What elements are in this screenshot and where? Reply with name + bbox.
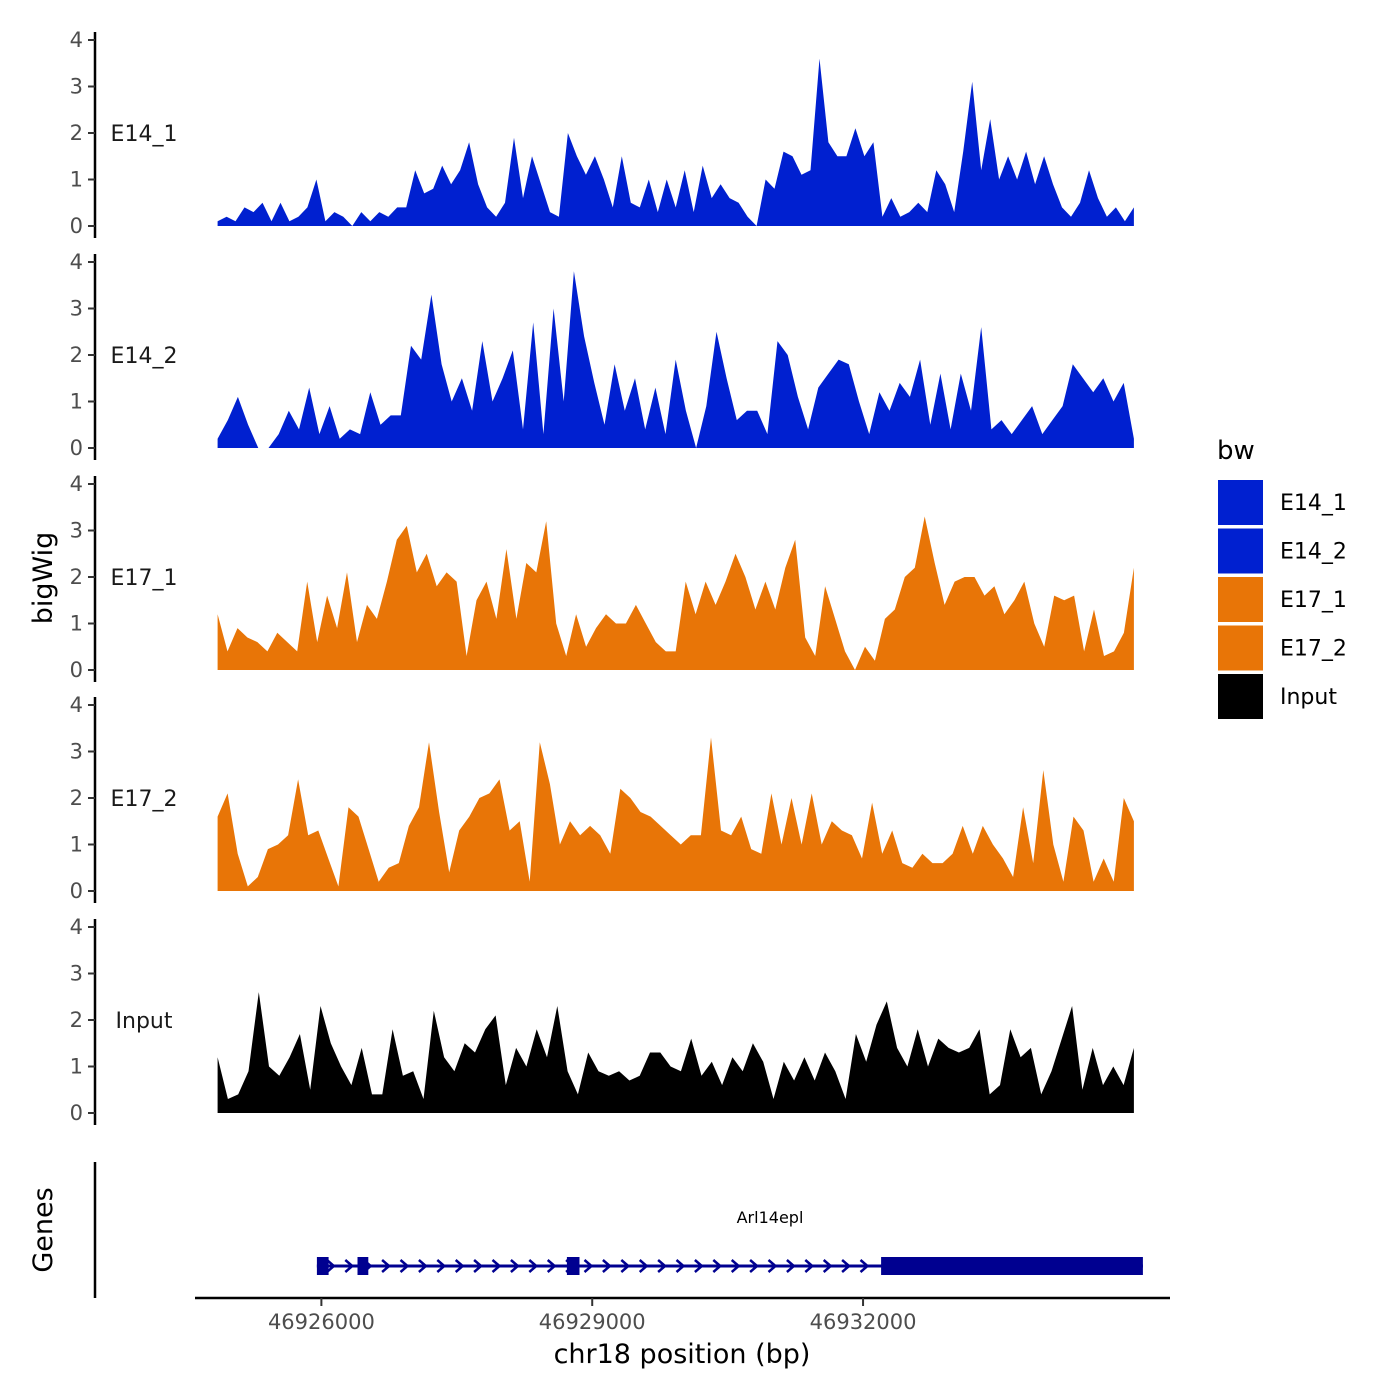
y-tick-label-e17-2-1: 1	[70, 833, 83, 857]
gene-strand-arrow-21	[712, 1259, 723, 1273]
y-tick-label-e17-2-3: 3	[70, 740, 83, 764]
y-tick-label-input-4: 4	[70, 915, 83, 939]
gene-strand-arrow-20	[694, 1259, 704, 1273]
gene-exon-3	[881, 1257, 1143, 1275]
legend-label-e17-2: E17_2	[1280, 637, 1347, 662]
gene-exon-1	[357, 1257, 369, 1275]
gene-strand-arrow-3	[381, 1259, 392, 1273]
gene-strand-arrow-23	[749, 1259, 760, 1273]
gene-strand-arrow-14	[583, 1259, 594, 1273]
y-tick-label-e14-1-3: 3	[70, 75, 83, 99]
legend: bw E14_1 E14_2 E17_1 E17_2 Input	[1217, 436, 1347, 719]
y-tick-label-e17-1-1: 1	[70, 612, 83, 636]
legend-title: bw	[1217, 436, 1255, 466]
x-axis-title: chr18 position (bp)	[554, 1339, 811, 1370]
gene-strand-arrow-11	[528, 1259, 539, 1273]
genes-panel-title: Genes	[28, 1187, 59, 1272]
track-input: 0 1 2 3 4 Input	[70, 915, 1134, 1125]
track-e17-1: 0 1 2 3 4 E17_1	[70, 472, 1134, 682]
gene-strand-arrow-27	[822, 1259, 833, 1273]
gene-strand-arrow-16	[620, 1259, 631, 1273]
gene-strand-arrow-8	[473, 1259, 484, 1273]
gene-strand-arrow-1	[344, 1259, 355, 1273]
y-axis-title: bigWig	[28, 532, 59, 625]
y-tick-label-e14-2-3: 3	[70, 297, 83, 321]
gene-name-label: Arl14epl	[737, 1208, 804, 1227]
y-tick-label-e14-1-0: 0	[70, 214, 83, 238]
track-label-e14-1: E14_1	[111, 122, 178, 147]
signal-area-e14-2	[217, 271, 1134, 448]
track-label-e14-2: E14_2	[111, 344, 178, 369]
y-tick-label-input-3: 3	[70, 962, 83, 986]
y-tick-label-e14-2-0: 0	[70, 436, 83, 460]
y-tick-label-e14-1-2: 2	[70, 121, 83, 145]
track-label-e17-1: E17_1	[111, 566, 178, 591]
gene-strand-arrow-10	[510, 1259, 520, 1273]
bigwig-tracks: 0 1 2 3 4 E14_1 0 1 2 3 4 E14_2 0 1 2 3 4 E17_1 0 1 2 3 4 E17_2…	[70, 28, 1134, 1125]
legend-swatch-e17-2	[1218, 625, 1263, 671]
gene-strand-arrow-7	[454, 1259, 465, 1273]
legend-swatch-e17-1	[1218, 577, 1263, 622]
gene-exon-2	[566, 1257, 580, 1275]
y-tick-label-e17-1-2: 2	[70, 565, 83, 589]
track-e14-2: 0 1 2 3 4 E14_2	[70, 250, 1134, 460]
signal-area-e14-1	[217, 58, 1134, 226]
gene-strand-arrow-6	[436, 1259, 447, 1273]
gene-strand-arrow-17	[638, 1259, 649, 1273]
y-tick-label-e17-2-4: 4	[70, 693, 83, 717]
y-tick-label-e14-2-1: 1	[70, 390, 83, 414]
gene-strand-arrow-29	[859, 1259, 870, 1273]
signal-area-input	[217, 992, 1134, 1113]
y-tick-label-e17-2-2: 2	[70, 786, 83, 810]
legend-swatch-e14-2	[1218, 528, 1263, 574]
gene-strand-arrow-4	[399, 1259, 410, 1273]
gene-strand-arrow-9	[491, 1259, 502, 1273]
y-tick-label-e17-1-0: 0	[70, 658, 83, 682]
y-tick-label-input-2: 2	[70, 1008, 83, 1032]
y-tick-label-input-0: 0	[70, 1101, 83, 1125]
gene-strand-arrow-15	[602, 1259, 612, 1273]
gene-exon-0	[316, 1257, 329, 1275]
gene-strand-arrow-12	[546, 1259, 557, 1273]
gene-strand-arrow-18	[657, 1259, 668, 1273]
y-tick-label-e14-1-1: 1	[70, 168, 83, 192]
legend-swatch-input	[1218, 674, 1263, 719]
signal-area-e17-1	[217, 516, 1134, 670]
legend-swatch-e14-1	[1218, 480, 1263, 525]
y-tick-label-input-1: 1	[70, 1055, 83, 1079]
y-tick-label-e17-1-3: 3	[70, 519, 83, 543]
y-tick-label-e17-2-0: 0	[70, 879, 83, 903]
track-e17-2: 0 1 2 3 4 E17_2	[70, 693, 1134, 903]
genes-panel: Genes Arl14epl	[28, 1162, 1143, 1298]
gene-strand-arrow-5	[418, 1259, 428, 1273]
y-tick-label-e14-1-4: 4	[70, 28, 83, 52]
legend-label-input: Input	[1280, 685, 1337, 710]
gene-strand-arrow-25	[786, 1259, 796, 1273]
y-tick-label-e17-1-4: 4	[70, 472, 83, 496]
y-tick-label-e14-2-2: 2	[70, 343, 83, 367]
gene-strand-arrow-22	[730, 1259, 741, 1273]
gene-strand-arrow-19	[675, 1259, 686, 1273]
x-tick-label-2: 46932000	[810, 1310, 917, 1334]
gene-strand-arrow-0	[326, 1259, 336, 1273]
y-tick-label-e14-2-4: 4	[70, 250, 83, 274]
signal-area-e17-2	[217, 737, 1134, 891]
gene-strand-arrow-24	[767, 1259, 778, 1273]
track-label-input: Input	[116, 1009, 173, 1034]
gene-strand-arrow-28	[841, 1259, 852, 1273]
x-axis: chr18 position (bp) 46926000 46929000 4693…	[195, 1296, 1170, 1370]
x-tick-label-1: 46929000	[539, 1310, 646, 1334]
x-tick-label-0: 46926000	[268, 1310, 375, 1334]
legend-label-e14-1: E14_1	[1280, 491, 1347, 516]
legend-label-e14-2: E14_2	[1280, 540, 1347, 565]
track-e14-1: 0 1 2 3 4 E14_1	[70, 28, 1134, 238]
track-label-e17-2: E17_2	[111, 787, 178, 812]
legend-label-e17-1: E17_1	[1280, 588, 1347, 613]
gene-strand-arrow-26	[804, 1259, 815, 1273]
